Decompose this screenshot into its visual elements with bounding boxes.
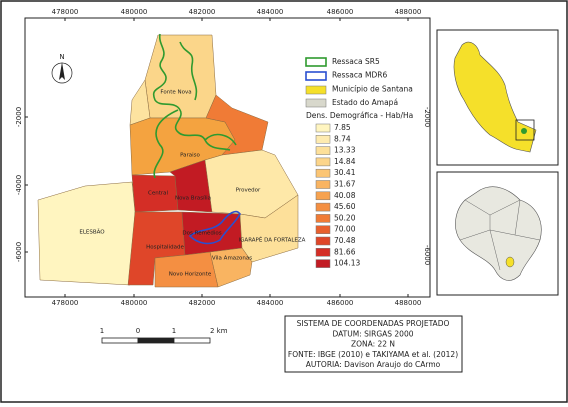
legend-swatch <box>315 146 331 155</box>
legend-class-label: 40.08 <box>334 191 356 200</box>
info-line: FONTE: IBGE (2010) e TAKIYAMA et al. (20… <box>288 350 458 359</box>
neighborhood-label: Vila Amazonas <box>212 256 252 262</box>
x-tick-label: 478000 <box>52 8 79 16</box>
legend-class-label: 104.13 <box>334 259 360 268</box>
legend-swatch <box>315 259 331 268</box>
info-line: ZONA: 22 N <box>351 340 395 349</box>
x-tick-label: 488000 <box>395 8 422 16</box>
inset-ressaca <box>521 128 527 134</box>
neighborhood-labels: Fonte Nova Paraiso Central Nova Brasília Pro… <box>79 90 305 278</box>
neighborhood-label: Paraiso <box>180 153 200 159</box>
north-arrow: N <box>51 53 73 84</box>
neighborhood-label: Provedor <box>236 188 261 194</box>
y-tick-label: -6000 <box>15 242 23 262</box>
info-line: DATUM: SIRGAS 2000 <box>332 329 413 338</box>
y-tick-label: -4000 <box>15 175 23 195</box>
legend-swatch <box>315 135 331 144</box>
inset-y-tick: -6000 <box>423 245 431 265</box>
x-tick-label: 486000 <box>327 8 354 16</box>
legend-class-label: 70.00 <box>334 225 356 234</box>
inset-municipalities <box>459 199 541 271</box>
legend-swatch <box>315 168 331 178</box>
legend-class-label: 30.41 <box>334 168 356 177</box>
neighborhood-label: Dos Remédios <box>182 230 221 237</box>
legend-class-label: 13.33 <box>334 146 356 155</box>
scale-bar: 1 0 1 2 km <box>100 327 228 344</box>
legend-swatch <box>315 225 331 234</box>
x-tick-label: 484000 <box>257 299 284 307</box>
x-tick-label: 482000 <box>189 299 216 307</box>
x-tick-label: 482000 <box>189 8 216 16</box>
legend-swatch <box>315 236 331 246</box>
inset-santana-small <box>505 256 515 268</box>
legend-label: Ressaca SR5 <box>332 57 380 66</box>
legend-swatch <box>315 248 331 257</box>
legend-label: Ressaca MDR6 <box>332 71 387 80</box>
x-tick-label: 484000 <box>257 8 284 16</box>
legend-label: Município de Santana <box>332 84 413 93</box>
legend-title: Dens. Demográfica - Hab/Ha <box>306 111 413 120</box>
scale-label: 1 <box>172 327 176 335</box>
inset-focus <box>515 119 535 141</box>
legend-swatch <box>315 180 331 189</box>
legend-class-label: 8.74 <box>334 134 351 143</box>
inset-bottom-frame <box>436 171 559 296</box>
legend-class-label: 81.66 <box>334 247 356 256</box>
legend-label: Estado do Amapá <box>332 98 398 107</box>
inset-top-frame <box>436 29 559 166</box>
legend-class-label: 7.85 <box>334 123 351 132</box>
legend: Ressaca SR5 Ressaca MDR6 Município de Sant… <box>305 57 413 268</box>
x-tick-label: 478000 <box>52 299 79 307</box>
main-map-frame <box>24 17 431 298</box>
neighborhood-label: Nova Brasília <box>175 195 211 202</box>
neighborhood-label: Central <box>148 191 168 197</box>
x-tick-label: 480000 <box>121 299 148 307</box>
legend-class-label: 31.67 <box>334 180 356 189</box>
ressaca-mdr6 <box>188 210 241 245</box>
scale-label: 1 <box>100 327 104 335</box>
area-fonte-nova <box>144 34 217 119</box>
legend-swatch <box>315 191 331 201</box>
map-ticks: 478000 478000 480000 480000 482000 482000 4840… <box>15 8 421 307</box>
ressaca-sr5 <box>152 33 237 179</box>
neighborhood-label: ELESBÃO <box>79 229 105 236</box>
x-tick-label: 480000 <box>121 8 148 16</box>
area-novo-horizonte <box>154 251 219 288</box>
info-line: AUTORIA: Davison Araujo do CArmo <box>306 360 441 369</box>
info-line: SISTEMA DE COORDENADAS PROJETADO <box>297 319 450 328</box>
legend-class-label: 14.84 <box>334 157 356 166</box>
legend-class-label: 50.20 <box>334 213 356 222</box>
legend-swatch <box>315 214 331 223</box>
legend-swatch <box>315 123 331 133</box>
neighborhood-label: Hospitalidade <box>146 245 184 251</box>
scale-label: 2 km <box>210 327 228 335</box>
legend-class-label: 45.60 <box>334 202 356 211</box>
y-tick-label: -2000 <box>15 107 23 127</box>
neighborhood-label: Novo Horizonte <box>169 272 212 278</box>
inset-santana <box>453 41 537 153</box>
neighborhood-label: Fonte Nova <box>160 90 191 96</box>
x-tick-label: 488000 <box>395 299 422 307</box>
scale-label: 0 <box>136 327 140 335</box>
legend-class-label: 70.48 <box>334 236 356 245</box>
inset-y-tick: -2000 <box>423 107 431 127</box>
x-tick-label: 486000 <box>327 299 354 307</box>
north-label: N <box>59 53 64 61</box>
legend-swatch <box>315 202 331 212</box>
neighborhood-label: IGARAPÉ DA FORTALEZA <box>239 236 306 244</box>
legend-swatch <box>315 157 331 167</box>
info-box <box>284 315 463 373</box>
